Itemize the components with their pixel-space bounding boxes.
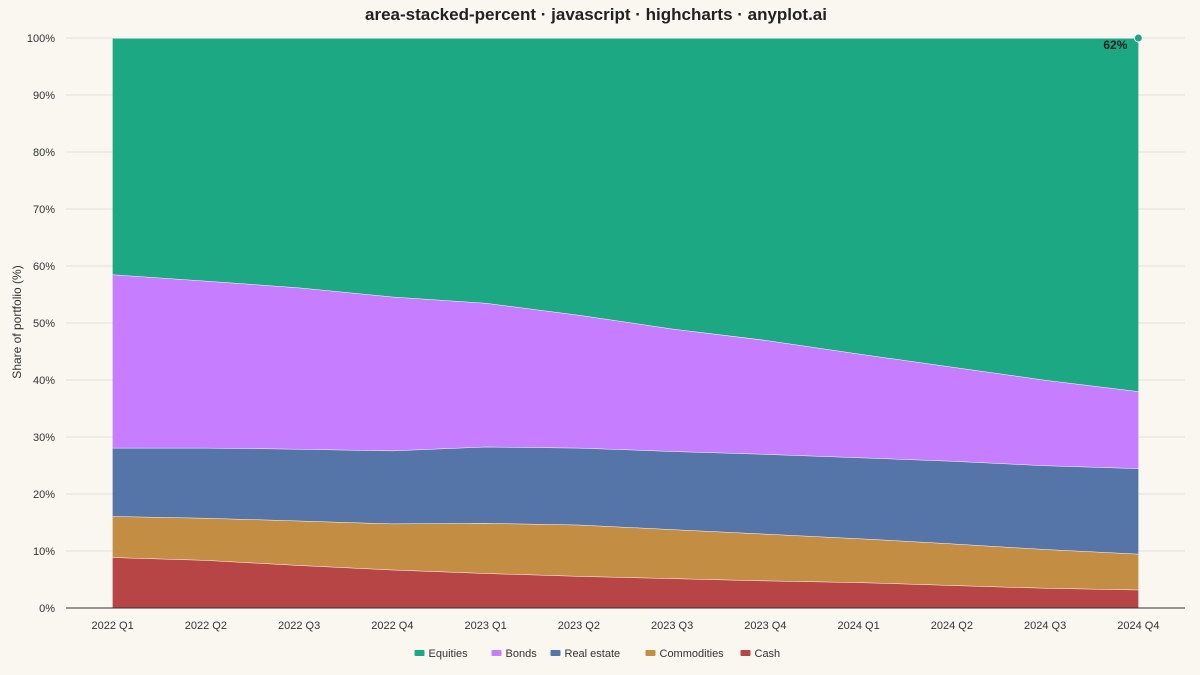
x-tick-label: 2024 Q3 <box>1024 620 1066 632</box>
legend-swatch-cash <box>740 650 751 656</box>
axes: 0% 10% 20% 30% 40% 50% 60% 70% 80% 90% 100% 2022 Q1… <box>27 33 1185 632</box>
area-real-estate <box>112 446 1139 554</box>
legend-swatch-bonds <box>491 650 502 656</box>
area-bonds <box>112 274 1139 469</box>
legend-item-commodities[interactable]: Commodities <box>660 648 725 660</box>
x-tick-label: 2022 Q1 <box>92 620 134 632</box>
x-tick-label: 2023 Q1 <box>465 620 507 632</box>
annotation-label: 62% <box>1103 38 1127 52</box>
y-tick-label: 90% <box>33 90 55 102</box>
y-tick-label: 60% <box>33 261 55 273</box>
area-equities <box>112 38 1139 392</box>
legend-item-cash[interactable]: Cash <box>755 648 781 660</box>
x-tick-label: 2022 Q3 <box>278 620 320 632</box>
area-series <box>112 37 1139 608</box>
y-tick-label: 10% <box>33 546 55 558</box>
legend-item-equities[interactable]: Equities <box>429 648 469 660</box>
y-tick-label: 30% <box>33 432 55 444</box>
annotations: 62% <box>1103 33 1143 52</box>
y-tick-label: 80% <box>33 147 55 159</box>
x-tick-label: 2023 Q3 <box>651 620 693 632</box>
area-commodities <box>112 516 1139 590</box>
legend-swatch-equities <box>414 650 425 656</box>
legend-item-real-estate[interactable]: Real estate <box>565 648 621 660</box>
y-tick-label: 20% <box>33 489 55 501</box>
area-cash <box>112 557 1139 608</box>
chart-title: area-stacked-percent · javascript · high… <box>365 5 827 24</box>
legend-swatch-commodities <box>645 650 656 656</box>
y-tick-label: 0% <box>39 603 55 615</box>
legend-swatch-real-estate <box>550 650 561 656</box>
y-tick-label: 40% <box>33 375 55 387</box>
legend: Equities Bonds Real estate Commodities Cash <box>414 648 781 660</box>
x-tick-label: 2024 Q4 <box>1117 620 1159 632</box>
annotation-marker <box>1133 33 1143 43</box>
x-tick-label: 2022 Q2 <box>185 620 227 632</box>
legend-item-bonds[interactable]: Bonds <box>506 648 538 660</box>
y-tick-label: 100% <box>27 33 55 45</box>
x-tick-label: 2022 Q4 <box>371 620 413 632</box>
y-tick-label: 50% <box>33 318 55 330</box>
x-tick-label: 2024 Q1 <box>838 620 880 632</box>
x-tick-label: 2023 Q4 <box>744 620 786 632</box>
x-tick-label: 2024 Q2 <box>931 620 973 632</box>
x-tick-label: 2023 Q2 <box>558 620 600 632</box>
y-axis-title: Share of portfolio (%) <box>10 265 24 378</box>
y-tick-label: 70% <box>33 204 55 216</box>
